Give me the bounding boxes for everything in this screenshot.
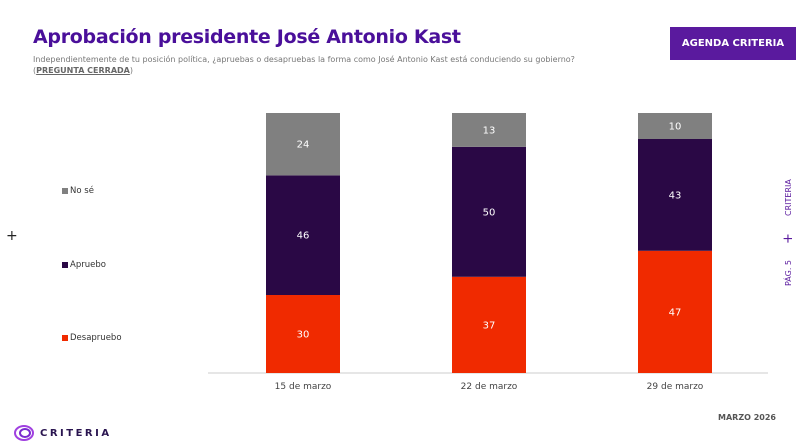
- legend-item-desapruebo: Desapruebo: [62, 333, 122, 343]
- legend-swatch: [62, 188, 68, 194]
- page-title: Aprobación presidente José Antonio Kast: [33, 26, 461, 48]
- bar-nos-3: [638, 113, 712, 139]
- question: Independientemente de tu posición políti…: [33, 55, 575, 64]
- footer-date: MARZO 2026: [718, 413, 776, 422]
- side-plus-icon: +: [781, 233, 796, 244]
- bar-apruebo-1: [266, 175, 340, 295]
- x-tick-label: 15 de marzo: [275, 382, 332, 392]
- data-label: 47: [669, 307, 682, 318]
- logo-text: CRITERIA: [40, 427, 112, 439]
- bar-nos-1: [266, 113, 340, 176]
- data-label: 30: [297, 330, 310, 341]
- bar-desapruebo-3: [638, 250, 712, 373]
- plus-icon: +: [6, 228, 18, 244]
- data-label: 24: [297, 140, 310, 151]
- legend-item-nose: No sé: [62, 186, 94, 196]
- criteria-logo: CRITERIA: [14, 425, 112, 441]
- data-label: 43: [669, 190, 682, 201]
- x-tick-label: 29 de marzo: [647, 382, 704, 392]
- question-tag: PREGUNTA CERRADA: [36, 66, 130, 75]
- legend-item-apruebo: Apruebo: [62, 260, 106, 270]
- x-tick-label: 22 de marzo: [461, 382, 518, 392]
- bar-desapruebo-1: [266, 295, 340, 373]
- legend-label: No sé: [70, 186, 94, 196]
- data-label: 13: [483, 125, 496, 136]
- data-label: 10: [669, 122, 682, 133]
- data-label: 46: [297, 231, 310, 242]
- bar-apruebo-3: [638, 139, 712, 251]
- page-number: PÁG. 5: [784, 259, 793, 286]
- bar-nos-2: [452, 113, 526, 147]
- bar-desapruebo-2: [452, 276, 526, 373]
- legend-swatch: [62, 335, 68, 341]
- logo-icon: [14, 425, 34, 441]
- agenda-badge: AGENDA CRITERIA: [670, 27, 796, 60]
- side-brand: CRITERIA: [784, 179, 793, 216]
- legend-label: Apruebo: [70, 260, 106, 270]
- data-label: 37: [483, 320, 496, 331]
- question-text: Independientemente de tu posición políti…: [33, 55, 575, 75]
- data-label: 50: [483, 207, 496, 218]
- legend-label: Desapruebo: [70, 333, 122, 343]
- bar-apruebo-2: [452, 146, 526, 277]
- legend-swatch: [62, 262, 68, 268]
